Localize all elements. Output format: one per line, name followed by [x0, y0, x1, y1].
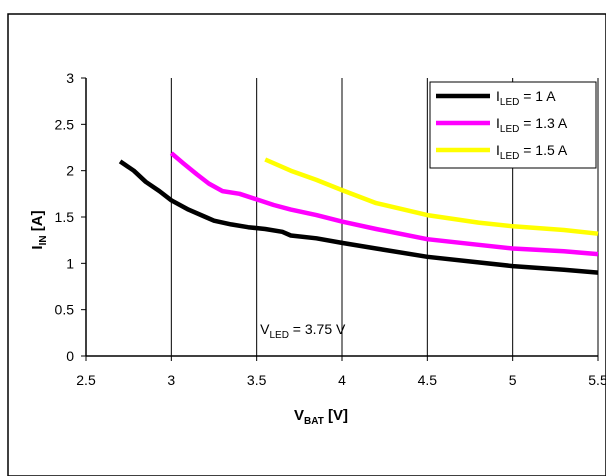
legend-label-2: ILED = 1.5 A: [496, 142, 568, 162]
y-tick-label: 1.5: [55, 209, 75, 225]
x-tick-label: 3.5: [247, 372, 267, 388]
y-axis-title: IIN [A]: [29, 210, 49, 249]
x-tick-label: 4.5: [418, 372, 438, 388]
x-axis-title: VBAT [V]: [294, 407, 348, 427]
x-tick-label: 5: [509, 372, 517, 388]
series-line-0: [118, 159, 599, 275]
legend-label-0: ILED = 1 A: [496, 88, 556, 108]
x-tick-label: 3: [167, 372, 175, 388]
y-tick-label: 2.5: [55, 116, 75, 132]
y-tick-label: 0.5: [55, 302, 75, 318]
x-tick-label: 4: [338, 372, 346, 388]
axes: [81, 77, 599, 361]
tick-labels: 0 0.5 1 1.5 2 2.5 3 2.5 3 3.5 4 4.5 5 5.5: [55, 70, 606, 388]
y-tick-label: 0: [66, 348, 74, 364]
legend: ILED = 1 A ILED = 1.3 A ILED = 1.5 A: [429, 81, 597, 169]
series-line-2: [264, 157, 599, 236]
x-tick-label: 2.5: [76, 372, 96, 388]
annotation-vled: VLED = 3.75 V: [260, 321, 346, 341]
x-tick-label: 5.5: [588, 372, 606, 388]
y-tick-label: 1: [66, 255, 74, 271]
y-tick-label: 3: [66, 70, 74, 86]
data-series: [118, 151, 599, 275]
y-tick-label: 2: [66, 163, 74, 179]
legend-label-1: ILED = 1.3 A: [496, 115, 568, 135]
series-line-1: [169, 151, 599, 257]
